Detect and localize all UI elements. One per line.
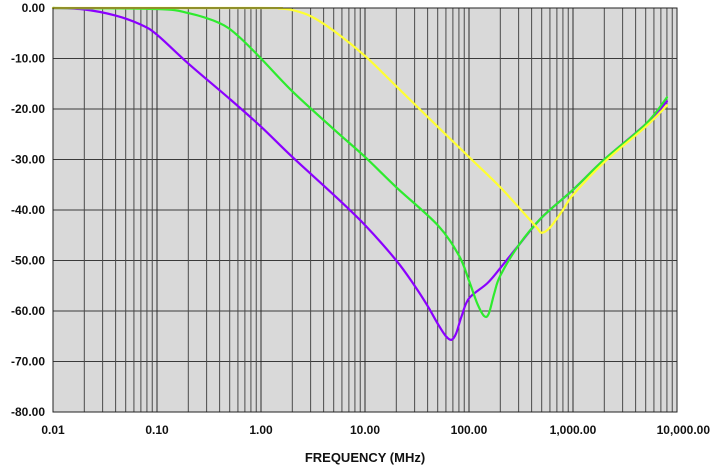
y-tick-label: -50.00 [11,254,45,268]
y-tick-label: 0.00 [22,1,46,15]
y-tick-label: -20.00 [11,102,45,116]
y-tick-label: -40.00 [11,203,45,217]
y-tick-label: -70.00 [11,355,45,369]
series-line-3 [51,6,669,234]
x-tick-label: 1,000.00 [550,423,597,437]
y-tick-label: -80.00 [11,405,45,419]
x-tick-label: 0.01 [41,423,65,437]
y-tick-label: -30.00 [11,153,45,167]
series-line-2 [51,6,669,319]
x-tick-label: 0.10 [145,423,169,437]
plot-frame [52,7,678,413]
x-tick-label: 10.00 [350,423,380,437]
y-tick-label: -60.00 [11,304,45,318]
y-tick-label: -10.00 [11,52,45,66]
x-tick-label: 10,000.00 [657,423,711,437]
x-axis-title: FREQUENCY (MHz) [305,450,425,465]
x-tick-label: 100.00 [451,423,488,437]
x-tick-label: 1.00 [249,423,273,437]
data-series [51,6,669,341]
tick-labels: 0.00 -10.00 -20.00 -30.00 -40.00 -50.00 -60.00… [11,1,710,437]
